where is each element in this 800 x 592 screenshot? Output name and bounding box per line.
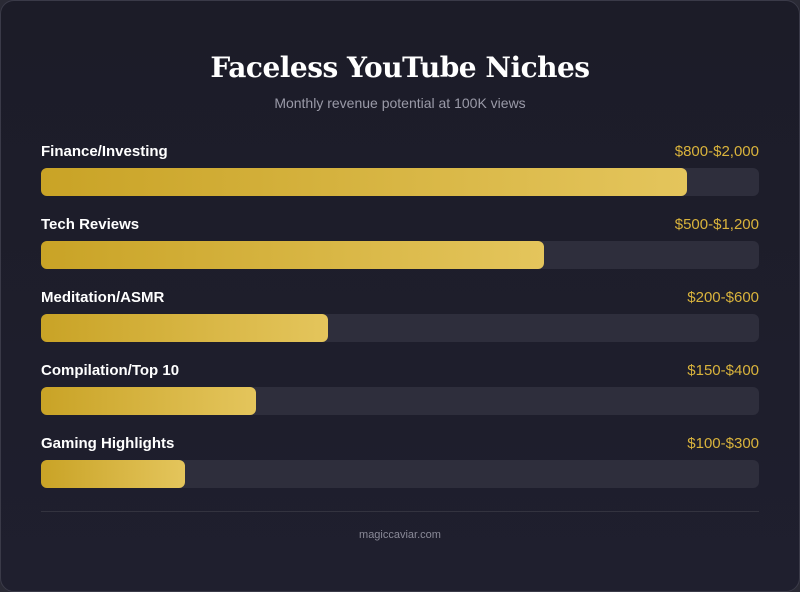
bar-row-header: Gaming Highlights $100-$300 bbox=[41, 435, 759, 455]
bar-row-header: Tech Reviews $500-$1,200 bbox=[41, 216, 759, 236]
bar-row: Compilation/Top 10 $150-$400 bbox=[41, 362, 759, 435]
bar-category-label: Tech Reviews bbox=[41, 216, 140, 233]
bar-row-header: Compilation/Top 10 $150-$400 bbox=[41, 362, 759, 382]
bar-value-label: $200-$600 bbox=[687, 289, 759, 306]
bar-row: Tech Reviews $500-$1,200 bbox=[41, 216, 759, 289]
bar-category-label: Meditation/ASMR bbox=[41, 289, 165, 306]
bar-value-label: $150-$400 bbox=[687, 362, 759, 379]
bar-fill bbox=[41, 241, 544, 269]
bar-track bbox=[41, 460, 759, 488]
bar-row: Gaming Highlights $100-$300 bbox=[41, 435, 759, 508]
footer-source: magiccaviar.com bbox=[359, 529, 441, 541]
bar-row: Meditation/ASMR $200-$600 bbox=[41, 289, 759, 362]
footer-divider bbox=[41, 511, 759, 512]
chart-title: Faceless YouTube Niches bbox=[210, 51, 590, 84]
bar-fill bbox=[41, 168, 688, 196]
bar-track bbox=[41, 168, 759, 196]
bar-row: Finance/Investing $800-$2,000 bbox=[41, 143, 759, 216]
bar-track bbox=[41, 241, 759, 269]
bar-category-label: Gaming Highlights bbox=[41, 435, 175, 452]
bar-value-label: $800-$2,000 bbox=[674, 143, 759, 160]
bar-rows: Finance/Investing $800-$2,000 Tech Reviews… bbox=[41, 143, 759, 508]
bar-track bbox=[41, 314, 759, 342]
bar-row-header: Finance/Investing $800-$2,000 bbox=[41, 143, 759, 163]
bar-value-label: $500-$1,200 bbox=[674, 216, 759, 233]
bar-fill bbox=[41, 314, 329, 342]
bar-category-label: Compilation/Top 10 bbox=[41, 362, 180, 379]
bar-row-header: Meditation/ASMR $200-$600 bbox=[41, 289, 759, 309]
bar-track bbox=[41, 387, 759, 415]
bar-category-label: Finance/Investing bbox=[41, 143, 168, 160]
bar-fill bbox=[41, 387, 257, 415]
bar-value-label: $100-$300 bbox=[687, 435, 759, 452]
bar-fill bbox=[41, 460, 185, 488]
chart-subtitle: Monthly revenue potential at 100K views bbox=[274, 95, 526, 111]
